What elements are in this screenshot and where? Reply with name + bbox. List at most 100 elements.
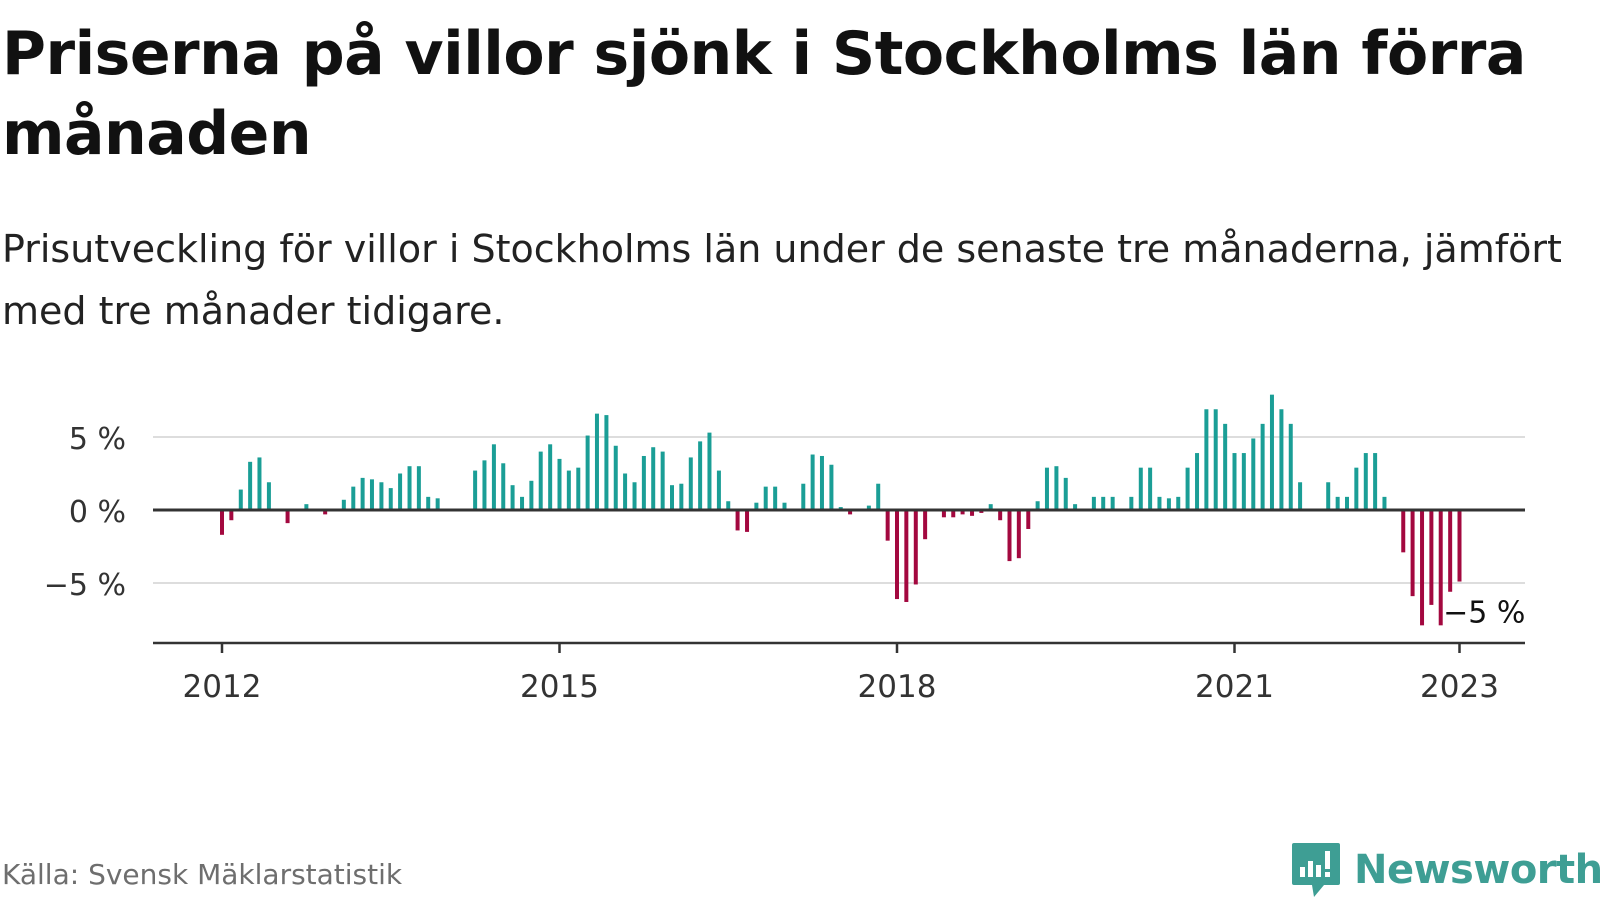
bar	[220, 510, 224, 535]
bar	[1026, 510, 1031, 529]
bar	[660, 451, 665, 510]
bar	[951, 510, 956, 518]
bar	[1035, 501, 1040, 510]
bar	[1166, 498, 1171, 510]
bar	[651, 447, 656, 510]
bar	[566, 470, 571, 510]
bar	[576, 467, 581, 510]
bar	[1335, 496, 1340, 510]
bar	[1007, 510, 1012, 562]
bar	[604, 415, 609, 510]
bar	[1438, 510, 1443, 626]
bar	[520, 496, 525, 510]
bar	[257, 457, 262, 510]
bar	[1148, 467, 1153, 510]
bar	[885, 510, 890, 541]
bar	[1326, 482, 1331, 510]
bar	[1223, 423, 1228, 510]
bars	[220, 394, 1462, 626]
x-tick-label: 2015	[520, 669, 599, 705]
bar	[557, 458, 562, 510]
bar	[416, 466, 421, 510]
bar	[1138, 467, 1143, 510]
bar	[895, 510, 899, 600]
bar	[960, 510, 965, 515]
bar	[735, 510, 740, 531]
bar	[913, 510, 918, 585]
bar	[1241, 453, 1246, 510]
bar	[970, 510, 975, 516]
bar	[229, 510, 234, 521]
bar	[707, 432, 712, 510]
bar	[388, 488, 393, 510]
bar	[1448, 510, 1453, 592]
brand-name: Newsworthy	[1354, 847, 1600, 893]
bar	[670, 485, 674, 510]
bar	[641, 455, 646, 510]
bar	[1345, 496, 1349, 510]
bar	[679, 483, 684, 510]
axes	[153, 508, 1525, 653]
bar	[1232, 453, 1237, 510]
bar	[1363, 453, 1368, 510]
bar	[988, 504, 993, 510]
bar	[998, 510, 1003, 521]
bar	[491, 444, 496, 510]
x-tick-label: 2018	[858, 669, 937, 705]
bar	[1204, 409, 1209, 510]
bar	[1298, 482, 1303, 510]
newsworthy-logo-icon	[1292, 843, 1340, 897]
bar	[1401, 510, 1406, 553]
bar	[763, 486, 768, 510]
bar	[585, 435, 590, 510]
bar	[594, 413, 599, 510]
bar	[548, 444, 553, 510]
bar	[1279, 409, 1284, 510]
bar	[1073, 504, 1078, 510]
bar	[1044, 467, 1049, 510]
bar	[1269, 394, 1274, 510]
bar	[1063, 477, 1068, 510]
bar	[688, 457, 693, 510]
bar	[866, 505, 871, 510]
bar	[1251, 438, 1256, 510]
bar	[829, 464, 834, 510]
bar	[819, 455, 824, 510]
bar	[782, 502, 787, 510]
y-tick-label: −5 %	[44, 568, 126, 603]
bar	[1195, 453, 1200, 510]
bar	[1016, 510, 1021, 559]
bar	[1429, 510, 1434, 605]
bar	[1176, 496, 1181, 510]
bar	[745, 510, 750, 532]
bar	[801, 483, 806, 510]
bar	[941, 510, 946, 518]
bar	[360, 477, 365, 510]
labels: 5 % 0 % −5 % 2012 2015 2018 2021 2023 −5 %	[44, 422, 1528, 705]
bar	[1420, 510, 1425, 626]
value-annotation: −5 %	[1443, 595, 1525, 630]
bar	[1457, 510, 1462, 582]
bar	[285, 510, 290, 524]
bar	[1129, 496, 1134, 510]
bar	[1382, 496, 1387, 510]
bar	[698, 441, 703, 510]
bar	[369, 479, 374, 510]
bar	[510, 485, 515, 510]
bar	[632, 482, 637, 510]
bar	[716, 470, 721, 510]
y-tick-label: 0 %	[69, 495, 126, 530]
bar	[754, 502, 759, 510]
bar	[248, 461, 253, 510]
bar	[1213, 409, 1218, 510]
bar	[1410, 510, 1415, 597]
page-subtitle: Prisutveckling för villor i Stockholms l…	[2, 227, 1562, 333]
bar	[1288, 423, 1293, 510]
bar	[435, 498, 440, 510]
x-tick-label: 2023	[1420, 669, 1499, 705]
bar	[1054, 466, 1059, 510]
brand-logo[interactable]: Newsworthy	[1290, 840, 1600, 900]
bar	[810, 454, 815, 510]
bar	[407, 466, 412, 510]
bar	[1101, 496, 1106, 510]
